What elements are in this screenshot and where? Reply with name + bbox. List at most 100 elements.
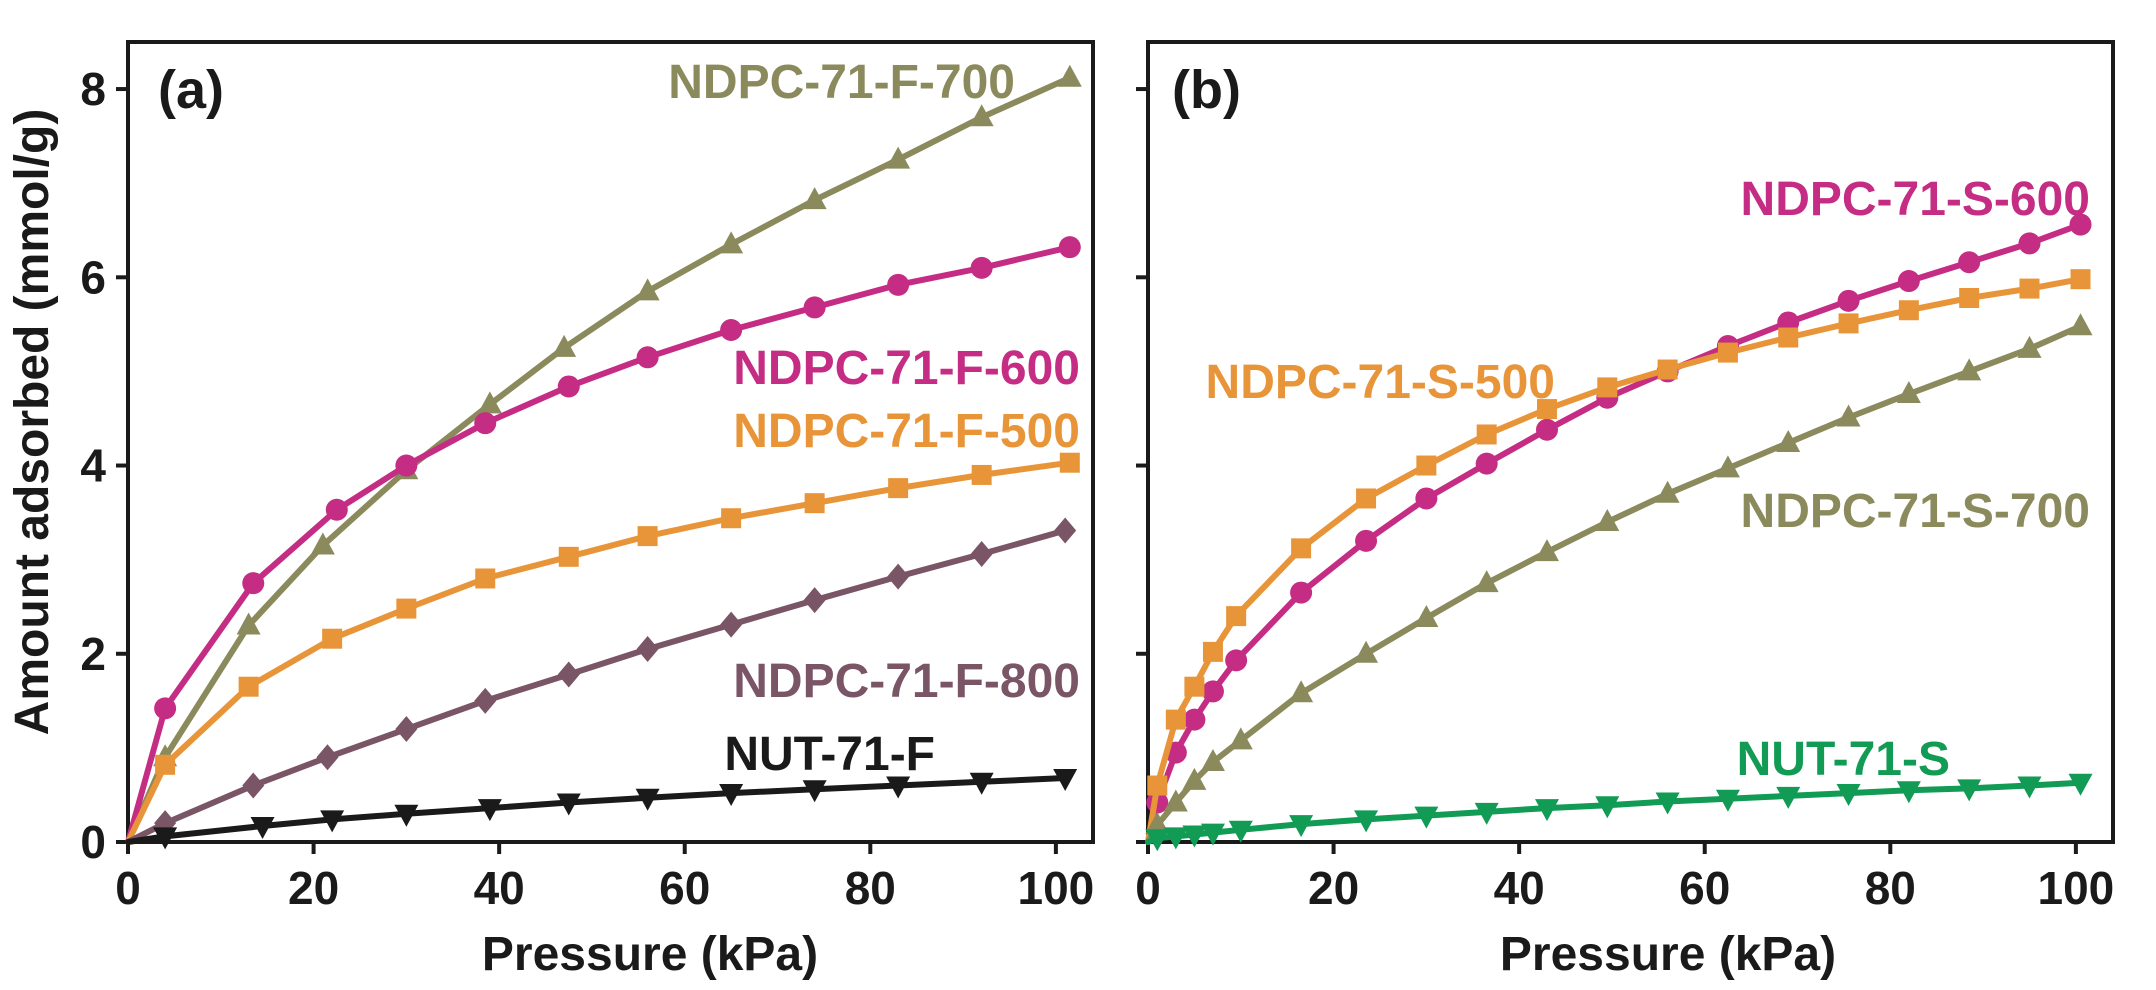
series-label-nut-71-f: NUT-71-F bbox=[724, 728, 935, 781]
panel-a-y-tick-label: 6 bbox=[80, 251, 106, 303]
data-point-ndpc-71-s-600 bbox=[1355, 529, 1378, 552]
data-point-ndpc-71-s-700 bbox=[1182, 767, 1207, 790]
panel-a-x-tick-label: 80 bbox=[845, 862, 896, 914]
data-point-ndpc-71-s-500 bbox=[1476, 424, 1497, 445]
data-point-ndpc-71-s-600 bbox=[1475, 452, 1498, 475]
data-point-nut-71-s bbox=[2017, 776, 2042, 799]
data-point-ndpc-71-f-800 bbox=[636, 636, 659, 663]
panel-a-x-tick-label: 0 bbox=[115, 862, 141, 914]
data-point-ndpc-71-f-600 bbox=[395, 454, 418, 477]
data-point-ndpc-71-s-600 bbox=[1201, 680, 1224, 703]
series-label-ndpc-71-s-500: NDPC-71-S-500 bbox=[1206, 356, 1555, 409]
data-point-nut-71-s bbox=[1163, 827, 1188, 850]
data-point-ndpc-71-f-800 bbox=[557, 661, 580, 688]
data-point-ndpc-71-s-700 bbox=[1354, 640, 1379, 663]
data-point-nut-71-f bbox=[886, 776, 911, 799]
data-point-ndpc-71-s-700 bbox=[2017, 335, 2042, 358]
data-point-ndpc-71-s-600 bbox=[1183, 708, 1206, 731]
data-point-ndpc-71-f-500 bbox=[558, 546, 579, 567]
data-point-ndpc-71-f-500 bbox=[475, 568, 496, 589]
data-point-nut-71-s bbox=[1474, 802, 1499, 825]
data-point-ndpc-71-s-700 bbox=[1163, 789, 1188, 812]
data-point-nut-71-s bbox=[1289, 815, 1314, 838]
data-point-ndpc-71-s-700 bbox=[1595, 509, 1620, 531]
data-point-ndpc-71-s-500 bbox=[1778, 327, 1799, 348]
data-point-ndpc-71-s-500 bbox=[1597, 377, 1618, 398]
data-point-ndpc-71-s-500 bbox=[1184, 676, 1205, 697]
data-point-ndpc-71-s-700 bbox=[1228, 727, 1253, 750]
panel-b-x-tick-label: 60 bbox=[1679, 862, 1730, 914]
data-point-ndpc-71-f-500 bbox=[322, 628, 343, 649]
data-point-ndpc-71-s-500 bbox=[2019, 278, 2040, 299]
data-point-ndpc-71-f-800 bbox=[474, 687, 497, 714]
data-point-ndpc-71-s-500 bbox=[1717, 342, 1738, 363]
data-point-ndpc-71-s-600 bbox=[1837, 289, 1860, 312]
panel-a-x-axis-title: Pressure (kPa) bbox=[482, 928, 818, 981]
data-point-ndpc-71-f-700 bbox=[802, 187, 827, 210]
data-point-nut-71-s bbox=[1715, 789, 1740, 812]
data-point-ndpc-71-f-800 bbox=[887, 563, 910, 590]
panel-b-series bbox=[1145, 213, 2093, 852]
panel-a-y-tick-label: 0 bbox=[80, 816, 106, 868]
data-point-ndpc-71-f-500 bbox=[971, 464, 992, 485]
data-point-nut-71-s bbox=[2068, 773, 2093, 796]
data-point-ndpc-71-f-600 bbox=[803, 296, 826, 319]
series-label-ndpc-71-f-500: NDPC-71-F-500 bbox=[733, 405, 1080, 458]
data-point-ndpc-71-f-800 bbox=[720, 611, 743, 638]
data-point-ndpc-71-f-800 bbox=[395, 716, 418, 743]
data-point-ndpc-71-f-700 bbox=[477, 391, 502, 414]
panel-a-y-tick-label: 2 bbox=[80, 628, 106, 680]
series-label-ndpc-71-s-700: NDPC-71-S-700 bbox=[1741, 485, 2090, 538]
data-point-ndpc-71-s-600 bbox=[1225, 649, 1248, 672]
data-point-ndpc-71-s-700 bbox=[1776, 429, 1801, 452]
data-point-ndpc-71-s-500 bbox=[1165, 709, 1186, 730]
data-point-nut-71-s bbox=[1896, 781, 1921, 804]
data-point-ndpc-71-s-600 bbox=[1415, 487, 1438, 510]
data-point-nut-71-s bbox=[1228, 820, 1253, 843]
data-point-ndpc-71-f-700 bbox=[552, 334, 577, 357]
data-point-ndpc-71-f-600 bbox=[1058, 236, 1081, 259]
data-point-ndpc-71-s-700 bbox=[1715, 455, 1740, 478]
data-point-ndpc-71-f-500 bbox=[888, 478, 909, 499]
panel-a-x-tick-label: 100 bbox=[1018, 862, 1095, 914]
data-point-ndpc-71-f-500 bbox=[721, 508, 742, 529]
data-point-nut-71-f bbox=[802, 780, 827, 803]
data-point-ndpc-71-f-800 bbox=[970, 541, 993, 567]
data-point-ndpc-71-s-700 bbox=[1474, 570, 1499, 593]
data-point-nut-71-f bbox=[394, 804, 419, 827]
panel-b-x-tick-label: 40 bbox=[1494, 862, 1545, 914]
data-point-nut-71-f bbox=[1053, 769, 1078, 791]
panel-a-y-tick-label: 4 bbox=[80, 440, 106, 492]
data-point-ndpc-71-s-600 bbox=[1290, 581, 1313, 604]
data-point-ndpc-71-f-700 bbox=[719, 231, 744, 254]
panel-a-series-labels: NDPC-71-F-700 NDPC-71-F-600 NDPC-71-F-500 N… bbox=[668, 56, 1080, 781]
data-point-ndpc-71-f-600 bbox=[636, 346, 659, 369]
series-label-nut-71-s: NUT-71-S bbox=[1737, 733, 1950, 786]
data-point-nut-71-f bbox=[250, 817, 275, 839]
panel-a-y-tick-label: 8 bbox=[80, 63, 106, 115]
data-point-ndpc-71-f-700 bbox=[1057, 64, 1082, 87]
data-point-ndpc-71-f-600 bbox=[242, 572, 265, 595]
panel-b-label: (b) bbox=[1172, 60, 1241, 120]
panel-a-ticks: 0 20 40 60 80 100 0 2 4 6 8 bbox=[80, 63, 1094, 914]
panel-b-x-tick-label: 80 bbox=[1865, 862, 1916, 914]
panel-b-x-tick-label: 20 bbox=[1308, 862, 1359, 914]
data-point-nut-71-s bbox=[1836, 784, 1861, 807]
data-point-ndpc-71-s-700 bbox=[1896, 381, 1921, 403]
data-point-ndpc-71-s-500 bbox=[1959, 288, 1980, 308]
panel-b-frame bbox=[1146, 40, 2115, 844]
series-line-nut-71-s bbox=[1145, 779, 2084, 845]
data-point-ndpc-71-s-700 bbox=[2068, 313, 2093, 336]
data-point-nut-71-s bbox=[1957, 779, 1982, 802]
data-point-ndpc-71-f-500 bbox=[155, 754, 176, 775]
data-point-ndpc-71-s-600 bbox=[1897, 270, 1920, 293]
data-point-ndpc-71-s-600 bbox=[1958, 251, 1981, 274]
data-point-ndpc-71-f-500 bbox=[396, 598, 417, 619]
data-point-nut-71-f bbox=[719, 784, 744, 807]
panel-b-ticks: 0 20 40 60 80 100 bbox=[1135, 87, 2114, 914]
data-point-ndpc-71-f-500 bbox=[238, 676, 259, 697]
data-point-ndpc-71-s-500 bbox=[1416, 455, 1437, 476]
y-axis-title: Amount adsorbed (mmol/g) bbox=[6, 109, 59, 736]
series-line-nut-71-f bbox=[125, 775, 1069, 845]
panel-a: (a) Pressure (kPa) 0 20 40 60 80 100 0 2 4 6 8 NDP… bbox=[80, 40, 1095, 981]
